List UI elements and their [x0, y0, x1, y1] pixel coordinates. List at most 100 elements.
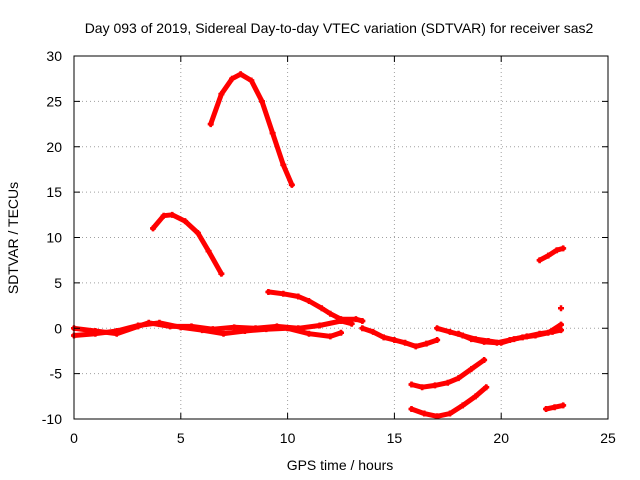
data-point [483, 384, 490, 391]
data-point [218, 91, 225, 98]
series-arc-11 [537, 245, 566, 263]
y-tick-label: 0 [54, 320, 62, 336]
data-point [468, 366, 475, 373]
data-point [493, 339, 500, 346]
data-point [472, 393, 479, 400]
data-point [280, 290, 287, 297]
data-point [481, 357, 488, 364]
data-point [280, 161, 287, 168]
data-point [551, 404, 558, 411]
data-point [431, 382, 438, 389]
data-point [182, 218, 189, 225]
data-point [318, 305, 325, 312]
data-point [265, 288, 272, 295]
data-point [434, 325, 441, 332]
data-point [446, 328, 453, 335]
data-point [207, 121, 214, 128]
data-point [135, 322, 142, 329]
data-point [218, 270, 225, 277]
series-arc-2 [71, 320, 344, 339]
data-point [156, 319, 163, 326]
x-tick-label: 15 [387, 430, 403, 446]
data-point [419, 384, 426, 391]
x-tick-label: 20 [493, 430, 509, 446]
data-point [194, 229, 201, 236]
data-point [338, 316, 344, 323]
data-point [468, 336, 475, 343]
data-point [380, 334, 387, 341]
data-point [205, 248, 212, 255]
data-point [229, 75, 236, 82]
data-point [532, 332, 539, 339]
data-point [284, 325, 291, 332]
tick-labels: 0 5 10 15 20 25 -10 -5 0 5 10 15 20 25 30 [42, 48, 616, 446]
data-point [231, 324, 238, 331]
data-point [113, 327, 120, 334]
data-point [220, 330, 227, 337]
data-point [288, 181, 295, 188]
data-point [455, 375, 462, 382]
grid [74, 56, 608, 419]
data-point [316, 322, 323, 329]
data-point [169, 211, 176, 218]
y-tick-label: 30 [46, 48, 62, 64]
data-point [391, 337, 398, 344]
y-tick-label: -10 [42, 411, 62, 427]
data-point [558, 321, 565, 328]
data-point [545, 329, 552, 336]
data-point [444, 379, 451, 386]
data-point [327, 333, 334, 340]
data-point [177, 324, 184, 331]
data-point [92, 330, 99, 337]
data-point [421, 410, 428, 417]
data-point [258, 98, 265, 105]
data-point [412, 343, 419, 350]
data-point [359, 317, 366, 324]
data-point [446, 410, 453, 417]
data-point [408, 381, 415, 388]
data-point [553, 247, 560, 254]
data-point [519, 334, 526, 341]
data-point [481, 338, 488, 345]
data-point [338, 329, 344, 336]
data-point [327, 310, 334, 317]
y-tick-label: 15 [46, 184, 62, 200]
data-point [352, 316, 359, 323]
y-tick-label: 5 [54, 275, 62, 291]
data-point [160, 212, 167, 219]
data-point [248, 77, 255, 84]
x-axis-label: GPS time / hours [287, 457, 394, 473]
x-tick-label: 5 [177, 430, 185, 446]
axis-ticks [73, 55, 609, 420]
data-point [506, 337, 513, 344]
data-point [359, 325, 366, 332]
data-point [543, 406, 550, 413]
data-point [305, 330, 312, 337]
x-tick-label: 0 [70, 430, 78, 446]
data-point [558, 327, 565, 334]
x-tick-label: 10 [280, 430, 296, 446]
data-point [408, 406, 415, 413]
y-tick-label: 25 [46, 93, 62, 109]
data-point [560, 402, 567, 409]
data-point [402, 339, 409, 346]
data-point [536, 257, 543, 264]
data-point [423, 340, 430, 347]
data-point [269, 130, 276, 137]
y-tick-label: -5 [50, 366, 63, 382]
data-point [295, 293, 302, 300]
data-point [348, 320, 355, 327]
data-point [370, 328, 377, 335]
data-point [237, 71, 244, 78]
data-point [305, 298, 312, 305]
chart-title: Day 093 of 2019, Sidereal Day-to-day VTE… [85, 20, 594, 36]
y-axis-label: SDTVAR / TECUs [5, 182, 21, 294]
data-point [455, 330, 462, 337]
y-tick-label: 10 [46, 230, 62, 246]
data-point [199, 327, 206, 334]
data-point [459, 402, 466, 409]
data-point [560, 245, 567, 252]
data-point [150, 225, 157, 232]
